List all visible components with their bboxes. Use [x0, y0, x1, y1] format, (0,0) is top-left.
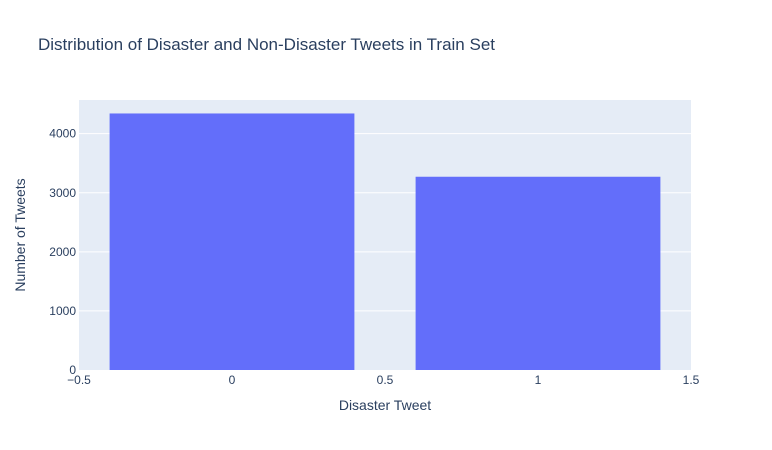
bars	[109, 113, 661, 370]
y-axis-title: Number of Tweets	[12, 178, 28, 291]
x-axis-title: Disaster Tweet	[339, 397, 431, 413]
x-tick-label: −0.5	[67, 373, 91, 387]
y-tick-label: 0	[69, 363, 76, 377]
y-tick-label: 3000	[49, 186, 76, 200]
y-tick-label: 2000	[49, 245, 76, 259]
x-tick-label: 0.5	[377, 373, 394, 387]
y-tick-label: 4000	[49, 127, 76, 141]
x-tick-label: 1	[535, 373, 542, 387]
bar-0	[109, 113, 355, 370]
y-tick-label: 1000	[49, 304, 76, 318]
x-tick-label: 0	[229, 373, 236, 387]
x-axis-ticks: −0.5 0 0.5 1 1.5	[67, 373, 700, 387]
chart-title: Distribution of Disaster and Non-Disaste…	[38, 35, 495, 54]
bar-1	[415, 176, 661, 370]
y-axis-ticks: 0 1000 2000 3000 4000	[49, 127, 76, 377]
x-tick-label: 1.5	[683, 373, 700, 387]
